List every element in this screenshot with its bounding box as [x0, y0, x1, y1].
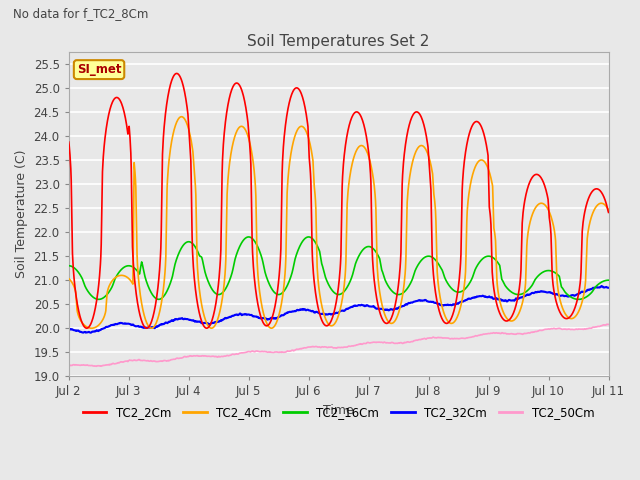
X-axis label: Time: Time: [323, 404, 354, 417]
Y-axis label: Soil Temperature (C): Soil Temperature (C): [15, 150, 28, 278]
Text: No data for f_TC2_8Cm: No data for f_TC2_8Cm: [13, 7, 148, 20]
Legend: TC2_2Cm, TC2_4Cm, TC2_16Cm, TC2_32Cm, TC2_50Cm: TC2_2Cm, TC2_4Cm, TC2_16Cm, TC2_32Cm, TC…: [78, 402, 599, 424]
Text: SI_met: SI_met: [77, 63, 122, 76]
Title: Soil Temperatures Set 2: Soil Temperatures Set 2: [248, 34, 430, 49]
